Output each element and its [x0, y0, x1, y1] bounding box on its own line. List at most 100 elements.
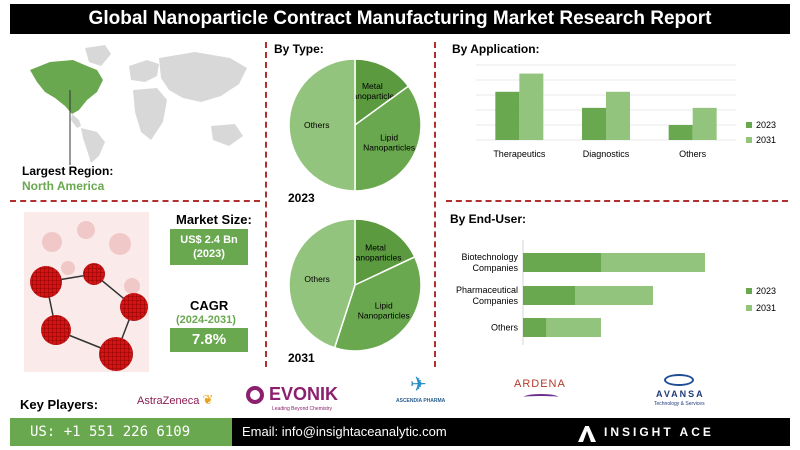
cagr-value: 7.8% [170, 328, 248, 352]
pie-year-2031: 2031 [288, 351, 315, 365]
by-application-bar-chart: Therapeutics Diagnostics Others 2023 2031 [476, 64, 776, 159]
market-size-label: Market Size: [176, 212, 252, 227]
app-legend-label-2023: 2023 [756, 120, 776, 130]
nanoparticle [83, 263, 105, 285]
end-category-label: Biotechnology Companies [461, 252, 518, 273]
evonik-tagline: Leading Beyond Chemistry [272, 406, 333, 412]
email-address: Email: info@insightaceanalytic.com [232, 418, 790, 446]
divider-right-horizontal [446, 200, 788, 202]
ascendia-logo: ✈ ASCENDIA PHARMA [396, 372, 452, 408]
ardena-logo: ARDENA [514, 378, 568, 408]
pie-label-2023-1: Lipid Nanoparticles [363, 132, 415, 152]
map-south-america [81, 128, 105, 163]
pie-label-2031-0: Metal Nanoparticles [350, 243, 402, 263]
pie-year-2023: 2023 [288, 191, 315, 205]
app-bar-2031-2 [692, 107, 717, 140]
map-central-america [71, 114, 81, 128]
by-application-title: By Application: [452, 42, 540, 56]
phone-number: US: +1 551 226 6109 [10, 418, 232, 446]
app-bar-2031-1 [606, 91, 630, 140]
app-legend-swatch-2031 [746, 137, 752, 143]
end-legend-swatch-2023 [746, 288, 752, 294]
faint-particle [109, 233, 131, 255]
pie-slice-2023-0 [354, 58, 410, 127]
app-category-label: Others [679, 149, 707, 159]
divider-middle [434, 42, 436, 367]
ardena-logo-text: ARDENA [514, 378, 566, 390]
faint-particle [42, 232, 62, 252]
faint-particle [77, 221, 95, 239]
map-australia [211, 124, 243, 146]
ascendia-logo-text: ASCENDIA PHARMA [396, 398, 446, 404]
brand-name: INSIGHT ACE ANALYTIC [604, 425, 714, 439]
nanoparticle-illustration [24, 212, 149, 372]
map-greenland [85, 45, 111, 66]
nanoparticle [41, 315, 71, 345]
app-bar-2031-0 [519, 73, 544, 140]
market-size-value: US$ 2.4 Bn [180, 234, 238, 246]
app-bar-2023-1 [582, 107, 606, 140]
end-category-label: Others [491, 323, 519, 333]
cagr-period: (2024-2031) [176, 314, 236, 326]
divider-left-horizontal [10, 200, 260, 202]
pie-slice-2031-0 [354, 218, 416, 287]
evonik-mark-icon [246, 386, 264, 404]
app-category-label: Diagnostics [583, 149, 630, 159]
pie-label-2023-2: Others [304, 120, 330, 130]
end-legend-label-2023: 2023 [756, 286, 776, 296]
map-asia [159, 52, 247, 102]
divider-left [265, 42, 267, 367]
ascendia-bird-icon: ✈ [410, 374, 427, 396]
pie-slice-2031-2 [288, 218, 356, 349]
map-europe [129, 60, 159, 82]
end-bar-2031-0 [601, 253, 705, 272]
end-bar-2023-2 [523, 318, 547, 337]
nanoparticle [120, 293, 148, 321]
market-size-year: (2023) [193, 248, 225, 260]
avansa-swirl-icon [664, 374, 694, 386]
astrazeneca-logo: AstraZeneca ❦ [137, 392, 213, 408]
faint-particle [61, 261, 75, 275]
end-bar-2023-1 [523, 286, 575, 305]
avansa-tagline: Technology & Services [654, 401, 705, 407]
end-legend-label-2031: 2031 [756, 303, 776, 313]
by-type-title: By Type: [274, 42, 324, 56]
world-map [30, 45, 247, 165]
report-title: Global Nanoparticle Contract Manufacturi… [10, 4, 790, 34]
map-africa [133, 88, 167, 140]
by-end-user-title: By End-User: [450, 212, 527, 226]
app-bar-2023-0 [495, 91, 520, 140]
market-size-box: US$ 2.4 Bn (2023) [170, 229, 248, 265]
largest-region-value: North America [22, 179, 105, 193]
pie-label-2031-1: Lipid Nanoparticles [358, 300, 410, 320]
avansa-logo: AVANSA Technology & Services [648, 374, 710, 414]
astrazeneca-logo-text: AstraZeneca [137, 395, 200, 407]
end-bar-2031-2 [546, 318, 601, 337]
app-bar-2023-2 [668, 125, 693, 140]
ardena-swoosh-icon [524, 394, 558, 400]
avansa-logo-text: AVANSA [656, 389, 705, 399]
insight-ace-logo-icon [578, 422, 596, 442]
end-legend-swatch-2031 [746, 305, 752, 311]
app-legend-label-2031: 2031 [756, 135, 776, 145]
evonik-logo-text: EVONIK [269, 384, 339, 404]
app-legend-swatch-2023 [746, 122, 752, 128]
end-bar-2031-1 [575, 286, 653, 305]
pie-slice-2023-2 [288, 58, 356, 192]
key-players-label: Key Players: [20, 397, 99, 412]
map-north-america [30, 60, 103, 114]
pie-slice-2031-1 [333, 255, 422, 352]
by-end-user-bar-chart: Biotechnology Companies Pharmaceutical Comp… [456, 240, 776, 345]
pie-label-2023-0: Metal Nanoparticles [346, 81, 398, 101]
pie-slice-2023-1 [354, 85, 422, 192]
nanoparticle [30, 266, 62, 298]
largest-region-label: Largest Region: [22, 164, 114, 178]
faint-particle [124, 278, 140, 294]
end-bar-2023-0 [523, 253, 601, 272]
app-category-label: Therapeutics [493, 149, 546, 159]
end-category-label: Pharmaceutical Companies [456, 285, 519, 306]
pie-label-2031-2: Others [304, 274, 330, 284]
astrazeneca-flourish-icon: ❦ [202, 392, 214, 407]
nanoparticle [99, 337, 133, 371]
cagr-label: CAGR [190, 298, 229, 313]
